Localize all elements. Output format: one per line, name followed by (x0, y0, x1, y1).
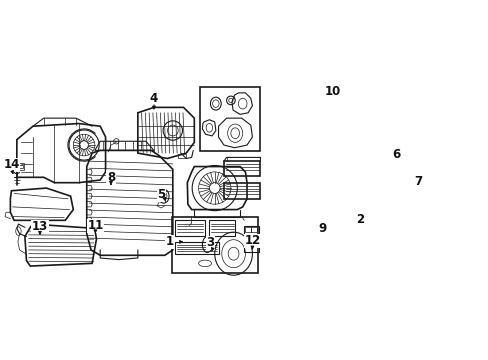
Text: 2: 2 (356, 213, 364, 226)
Bar (244, 242, 258, 252)
Bar (224, 183, 260, 199)
Text: 9: 9 (318, 222, 326, 235)
Bar (224, 161, 260, 176)
Bar (175, 242, 218, 254)
Text: 8: 8 (106, 171, 115, 184)
Bar (171, 217, 257, 273)
Text: 4: 4 (149, 92, 158, 105)
Text: 10: 10 (324, 85, 340, 98)
Bar (18, 163, 24, 170)
Text: 14: 14 (3, 158, 20, 171)
Bar (244, 226, 258, 237)
Bar (245, 227, 250, 231)
Bar (19, 165, 23, 168)
Text: 7: 7 (414, 175, 422, 188)
Bar (209, 220, 235, 237)
Text: 11: 11 (87, 219, 103, 232)
Text: 6: 6 (391, 148, 399, 161)
Bar (245, 243, 250, 247)
Text: 5: 5 (157, 188, 165, 201)
Text: 12: 12 (244, 234, 260, 247)
Bar (251, 227, 256, 231)
Text: 1: 1 (166, 235, 174, 248)
Text: 13: 13 (32, 220, 48, 233)
Bar (175, 220, 204, 237)
Bar (199, 87, 260, 151)
Text: 3: 3 (206, 237, 214, 249)
Bar (178, 154, 186, 158)
